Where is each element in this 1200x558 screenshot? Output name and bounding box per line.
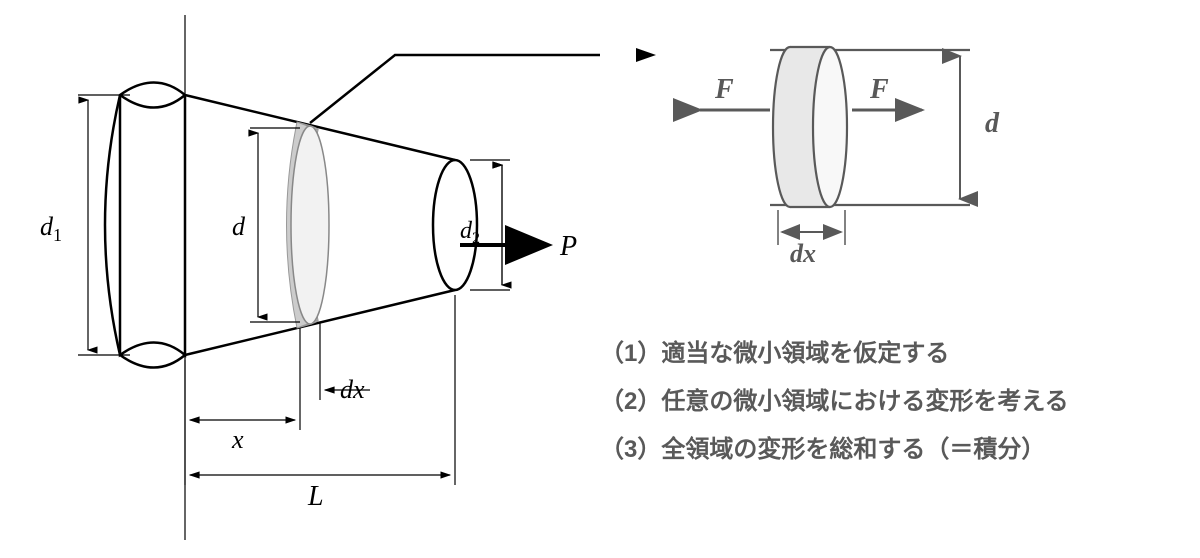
d1-label-sub: 1 <box>53 225 62 245</box>
dx-label: dx <box>340 375 365 404</box>
main-tapered-bar-diagram: d1 d d2 P x dx L <box>0 0 600 558</box>
x-label: x <box>231 425 244 454</box>
steps-list: （1）適当な微小領域を仮定する （2）任意の微小領域における変形を考える （3）… <box>600 330 1069 474</box>
disc-element <box>773 47 847 207</box>
d-label: d <box>232 212 246 241</box>
step-3: （3）全領域の変形を総和する（＝積分） <box>600 426 1069 474</box>
step-1: （1）適当な微小領域を仮定する <box>600 330 1069 378</box>
micro-slice <box>287 122 330 328</box>
P-label: P <box>559 231 577 262</box>
F-right-label: F <box>869 74 889 105</box>
detail-element-diagram: F F d dx <box>660 10 1080 270</box>
L-label: L <box>307 481 324 512</box>
d1-label-main: d <box>40 212 54 241</box>
dx-detail-label: dx <box>790 239 816 268</box>
step-2: （2）任意の微小領域における変形を考える <box>600 378 1069 426</box>
dim-bottom: x dx L <box>185 295 455 512</box>
svg-text:d1: d1 <box>40 212 62 245</box>
d-detail-label: d <box>985 108 1000 139</box>
dim-d2: d2 <box>460 160 510 290</box>
dim-d1: d1 <box>40 95 130 355</box>
callout <box>310 55 600 123</box>
F-left-label: F <box>714 74 734 105</box>
